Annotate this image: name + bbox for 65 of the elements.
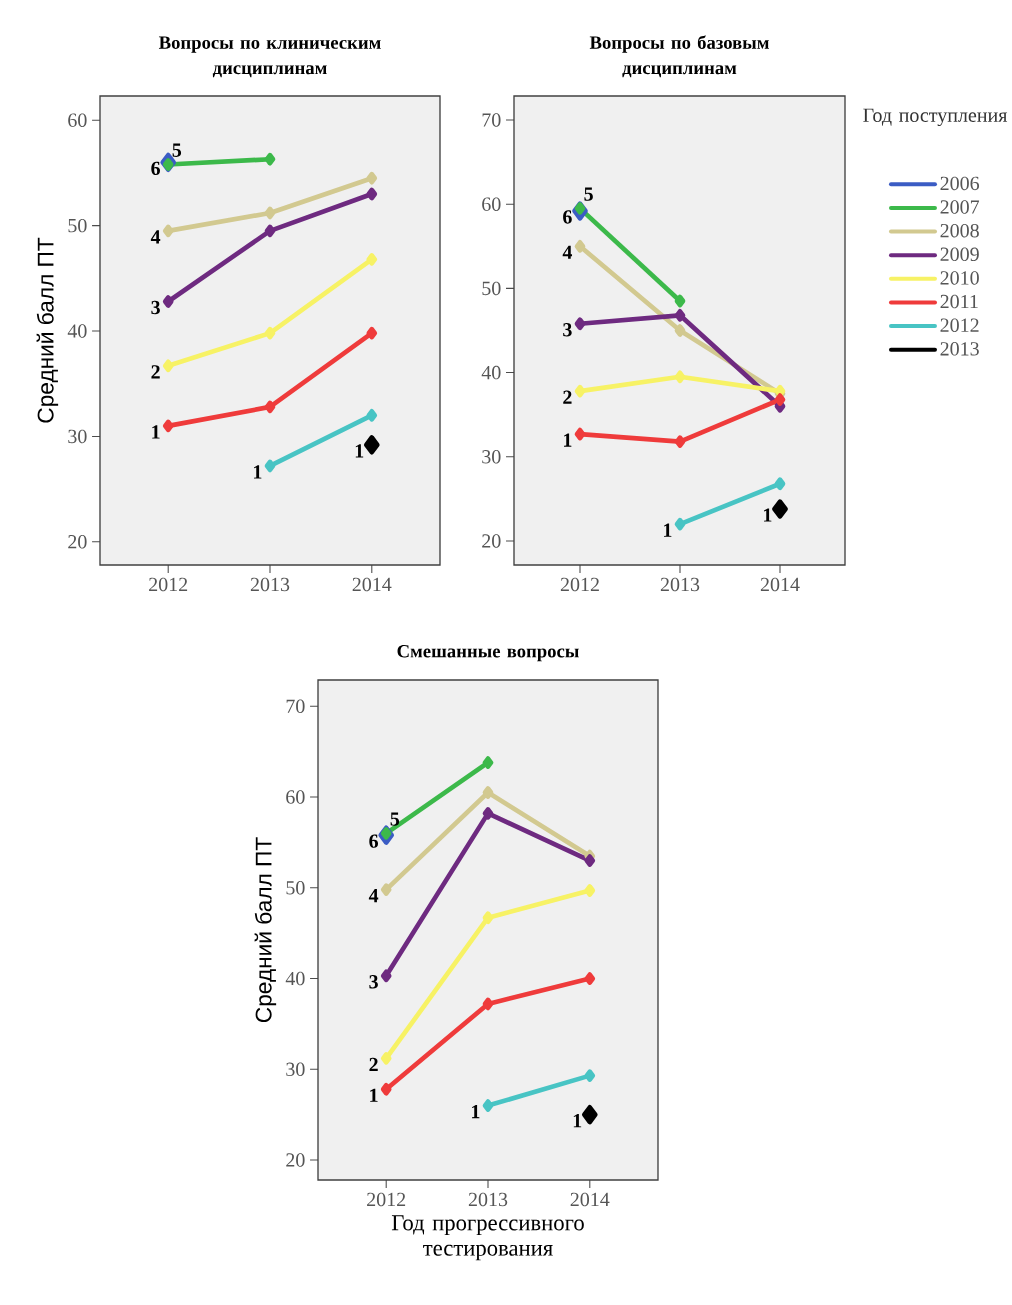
annotation: 6 [151,161,161,176]
y-axis-title: Средний балл ПТ [36,237,59,423]
annotation: 5 [390,812,400,826]
annotation: 5 [584,187,593,201]
y-tick-label: 20 [482,534,501,548]
annotation: 1 [472,1104,480,1119]
legend-label: 2006 [940,176,980,191]
annotation: 1 [370,1088,378,1102]
annotation: 1 [573,1114,582,1128]
annotation: 1 [254,465,262,479]
annotation: 1 [152,425,160,439]
x-tick-label: 2013 [250,577,290,592]
legend-label: 2009 [940,247,979,262]
y-axis-title: Средний балл ПТ [254,837,277,1023]
y-tick-label: 40 [285,971,305,986]
annotation: 1 [355,444,364,458]
annotation: 3 [369,975,378,989]
legend-label: 2012 [940,318,979,332]
y-tick-label: 30 [68,429,87,444]
legend-label: 2008 [940,223,979,238]
y-tick-label: 50 [68,218,87,233]
y-tick-label: 70 [286,699,305,714]
chart-title: Вопросы по базовым дисциплинам [589,35,769,78]
legend-label: 2010 [940,271,979,285]
x-tick-label: 2014 [760,577,800,592]
legend-label: 2013 [940,342,979,356]
annotation: 6 [369,834,379,848]
x-tick-label: 2012 [560,577,599,592]
legend-title: Год поступления [863,108,1008,127]
annotation: 4 [562,245,573,259]
x-axis-title: Год прогрессивного тестирования [391,1215,584,1261]
y-tick-label: 30 [286,1062,305,1077]
x-tick-label: 2013 [660,577,700,592]
annotation: 2 [369,1057,378,1072]
annotation: 1 [664,523,672,537]
annotation: 6 [563,210,572,224]
y-tick-label: 20 [68,535,87,549]
x-tick-label: 2014 [570,1192,610,1207]
chart-title: Вопросы по клиническим дисциплинам [158,36,381,78]
y-tick-label: 60 [286,790,305,804]
annotation: 2 [563,390,572,404]
x-tick-label: 2013 [468,1192,508,1207]
y-tick-label: 60 [482,197,501,211]
y-tick-label: 30 [482,450,501,464]
y-tick-label: 40 [481,365,501,380]
legend-label: 2007 [940,200,980,214]
annotation: 3 [563,323,572,337]
x-tick-label: 2012 [149,577,188,592]
annotation: 5 [172,143,182,157]
x-tick-label: 2014 [352,577,392,592]
annotation: 1 [564,433,572,447]
annotation: 1 [764,508,772,522]
annotation: 3 [151,300,160,315]
y-tick-label: 20 [286,1153,305,1167]
y-tick-label: 50 [286,881,305,895]
annotation: 4 [368,889,379,903]
y-tick-label: 70 [482,113,501,127]
y-tick-label: 60 [68,113,87,127]
x-tick-label: 2012 [367,1192,406,1207]
annotation: 2 [151,365,160,379]
annotation: 4 [150,230,161,244]
y-tick-label: 50 [482,281,501,296]
y-tick-label: 40 [67,324,87,338]
legend-label: 2011 [940,294,978,309]
chart-title: Смешанные вопросы [397,644,579,662]
